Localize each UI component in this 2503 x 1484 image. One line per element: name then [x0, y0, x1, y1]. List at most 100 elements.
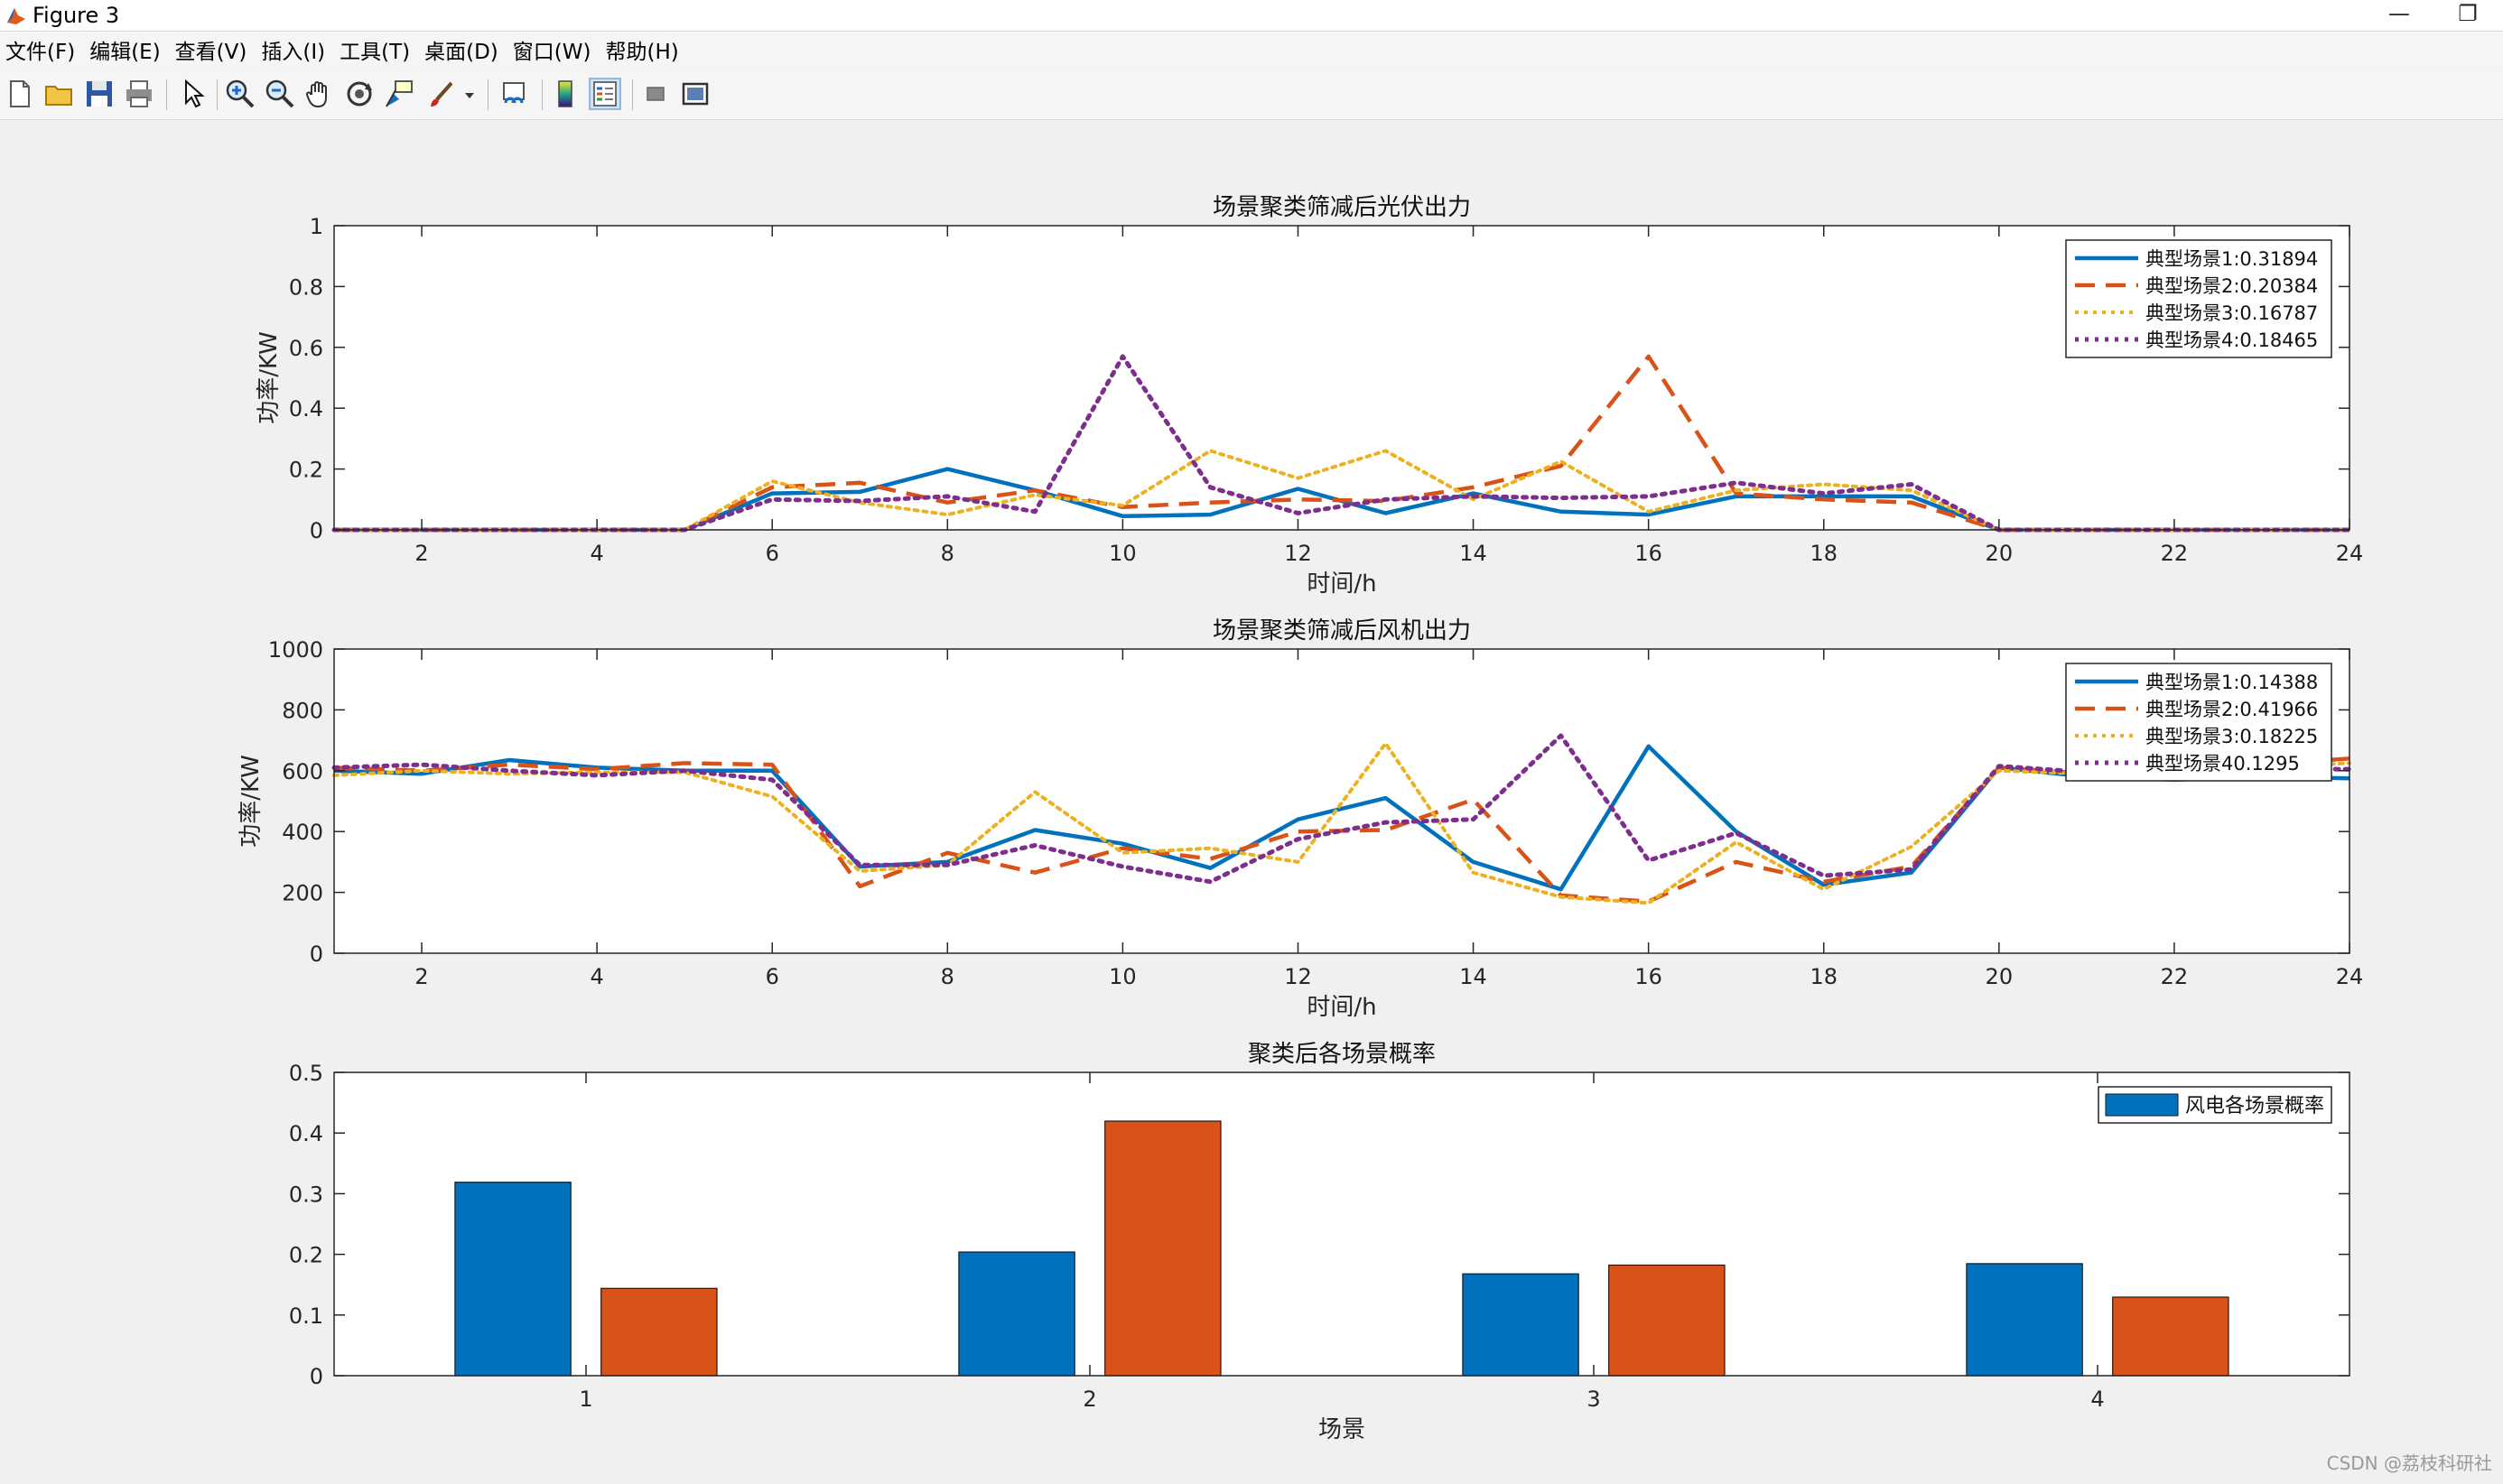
legend-entry: 典型场景3:0.18225 — [2145, 726, 2318, 747]
x-tick-label: 20 — [1986, 541, 2014, 566]
menu-tools[interactable]: 工具(T) — [340, 41, 411, 64]
y-tick-label: 0.5 — [289, 1061, 323, 1086]
x-tick-label: 20 — [1986, 964, 2014, 989]
y-tick-label: 0.2 — [289, 1243, 323, 1268]
x-tick-label: 10 — [1109, 541, 1137, 566]
menu-bar: 文件(F) 编辑(E) 查看(V) 插入(I) 工具(T) 桌面(D) 窗口(W… — [0, 32, 2503, 68]
bar-2-1 — [600, 1287, 718, 1377]
matlab-app-icon — [7, 8, 25, 24]
x-tick-label: 22 — [2161, 541, 2189, 566]
x-axis-label: 时间/h — [1307, 994, 1376, 1021]
menu-view[interactable]: 查看(V) — [174, 41, 247, 64]
x-tick-label: 2 — [414, 964, 428, 989]
legend-entry: 典型场景1:0.31894 — [2145, 248, 2318, 270]
figure-canvas: 00.20.40.60.812 4 6 8 10 12 14 16 18 20 22 24场景聚类筛减… — [237, 194, 2364, 1443]
show-plot-tools-icon[interactable] — [679, 78, 712, 110]
toolbar-separator — [166, 79, 167, 110]
open-file-icon[interactable] — [43, 78, 76, 110]
series-line-4 — [331, 733, 2352, 885]
legend-entry: 典型场景2:0.41966 — [2145, 699, 2318, 720]
x-tick-label: 6 — [766, 541, 779, 566]
x-tick-label: 4 — [590, 964, 603, 989]
y-tick-label: 0.6 — [289, 336, 323, 361]
legend-entry: 典型场景1:0.14388 — [2145, 672, 2318, 693]
restore-button[interactable]: ❐ — [2458, 1, 2478, 26]
legend-entry: 典型场景2:0.20384 — [2145, 275, 2318, 297]
bar-1-2 — [958, 1251, 1075, 1377]
pan-hand-icon[interactable] — [303, 78, 336, 110]
x-tick-label: 4 — [590, 541, 603, 566]
new-figure-icon[interactable] — [4, 78, 36, 110]
toolbar-separator — [542, 79, 543, 110]
legend: 典型场景1:0.31894 典型场景2:0.20384 典型场景3:0.16787 典… — [2065, 239, 2332, 358]
y-tick-label: 0.1 — [289, 1303, 323, 1329]
brush-icon[interactable] — [426, 78, 459, 110]
y-tick-label: 0.4 — [289, 1121, 323, 1146]
insert-legend-icon[interactable] — [589, 78, 621, 110]
window-title: Figure 3 — [33, 3, 120, 28]
hide-plot-tools-icon[interactable] — [639, 78, 672, 110]
y-tick-label: 1000 — [268, 637, 323, 663]
menu-edit[interactable]: 编辑(E) — [89, 41, 161, 64]
bar-1-1 — [454, 1182, 572, 1377]
menu-file[interactable]: 文件(F) — [5, 41, 76, 64]
window-titlebar: Figure 3 — ❐ — [0, 0, 2503, 32]
menu-help[interactable]: 帮助(H) — [605, 41, 679, 64]
link-plot-icon[interactable] — [498, 78, 531, 110]
print-icon[interactable] — [123, 78, 155, 110]
x-tick-label: 4 — [2090, 1387, 2104, 1412]
zoom-out-icon[interactable] — [264, 78, 296, 110]
y-tick-label: 1 — [310, 214, 323, 239]
data-cursor-icon[interactable] — [383, 78, 415, 110]
y-tick-label: 0 — [310, 941, 323, 967]
x-tick-label: 8 — [941, 541, 954, 566]
chart-title: 场景聚类筛减后光伏出力 — [1213, 194, 1471, 221]
y-tick-label: 0.4 — [289, 396, 323, 422]
legend: 典型场景1:0.14388 典型场景2:0.41966 典型场景3:0.18225 典… — [2065, 663, 2332, 782]
x-tick-label: 6 — [766, 964, 779, 989]
axes-frame — [333, 648, 2350, 954]
zoom-in-icon[interactable] — [224, 78, 256, 110]
bar-2-4 — [2112, 1296, 2229, 1377]
axes-background — [334, 649, 2349, 953]
edit-plot-icon[interactable] — [177, 78, 209, 110]
x-tick-label: 12 — [1284, 541, 1312, 566]
x-tick-label: 8 — [941, 964, 954, 989]
x-tick-label: 16 — [1634, 964, 1662, 989]
toolbar-separator — [632, 79, 633, 110]
legend-entry: 典型场景3:0.16787 — [2145, 302, 2318, 324]
x-tick-label: 18 — [1810, 964, 1838, 989]
bar-2-3 — [1608, 1264, 1726, 1377]
y-tick-label: 0 — [310, 1364, 323, 1389]
x-tick-label: 2 — [1083, 1387, 1096, 1412]
menu-insert[interactable]: 插入(I) — [261, 41, 326, 64]
axes-background — [334, 226, 2349, 530]
x-axis-label: 时间/h — [1307, 570, 1376, 598]
bar-1-3 — [1462, 1273, 1579, 1377]
chart-title: 聚类后各场景概率 — [1248, 1041, 1436, 1068]
menu-window[interactable]: 窗口(W) — [512, 41, 591, 64]
brush-dropdown-chevron-down-icon[interactable] — [462, 78, 477, 110]
legend-entry: 典型场景40.1295 — [2145, 753, 2300, 774]
series-line-2 — [333, 756, 2350, 904]
x-tick-label: 24 — [2336, 964, 2364, 989]
y-tick-label: 0.2 — [289, 458, 323, 483]
x-tick-label: 18 — [1810, 541, 1838, 566]
x-tick-label: 14 — [1459, 964, 1487, 989]
insert-colorbar-icon[interactable] — [549, 78, 582, 110]
toolbar-separator — [488, 79, 489, 110]
menu-desktop[interactable]: 桌面(D) — [424, 41, 498, 64]
bar-2-2 — [1104, 1120, 1222, 1377]
chart-title: 场景聚类筛减后风机出力 — [1213, 617, 1471, 645]
y-axis-label: 功率/KW — [256, 331, 283, 424]
x-tick-label: 22 — [2161, 964, 2189, 989]
x-axis-label: 场景 — [1318, 1416, 1365, 1443]
axes-frame — [333, 225, 2350, 531]
x-tick-label: 10 — [1109, 964, 1137, 989]
y-tick-label: 400 — [282, 820, 323, 845]
rotate-3d-icon[interactable] — [343, 78, 376, 110]
y-tick-label: 0.3 — [289, 1182, 323, 1207]
minimize-button[interactable]: — — [2388, 1, 2410, 26]
save-icon[interactable] — [83, 78, 116, 110]
y-tick-label: 200 — [282, 881, 323, 906]
